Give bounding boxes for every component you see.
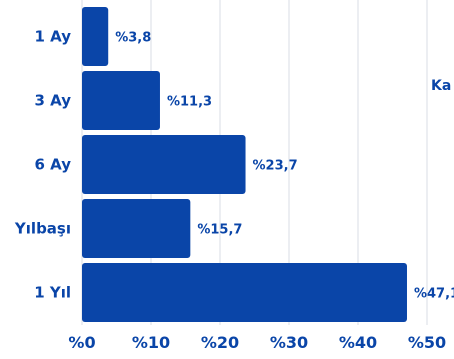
- category-label: 3 Ay: [34, 92, 71, 110]
- value-label: %23,7: [253, 159, 298, 174]
- value-label: %11,3: [167, 95, 212, 110]
- category-label: 6 Ay: [34, 156, 71, 174]
- labels: %0 %10 %20 %30 %40 %50 1 Ay %3,8 3 Ay %11,3 6 Ay %2…: [14, 28, 454, 353]
- bar-5: [82, 263, 407, 322]
- x-tick-label: %50: [408, 333, 446, 352]
- bar-4: [82, 199, 191, 258]
- bar-1: [82, 7, 109, 66]
- x-tick-label: %10: [132, 333, 170, 352]
- legend-label: Ka: [431, 78, 451, 94]
- category-label: 1 Yıl: [34, 284, 71, 302]
- value-label: %3,8: [115, 31, 151, 46]
- x-tick-label: %40: [339, 333, 377, 352]
- x-tick-label: %0: [68, 333, 95, 352]
- bars: [82, 7, 407, 322]
- value-label: %47,1: [414, 287, 454, 302]
- category-label: Yılbaşı: [14, 220, 71, 238]
- bar-2: [82, 71, 160, 130]
- x-tick-label: %20: [201, 333, 239, 352]
- value-label: %15,7: [197, 223, 242, 238]
- category-label: 1 Ay: [34, 28, 71, 46]
- bar-3: [82, 135, 246, 194]
- x-tick-label: %30: [270, 333, 308, 352]
